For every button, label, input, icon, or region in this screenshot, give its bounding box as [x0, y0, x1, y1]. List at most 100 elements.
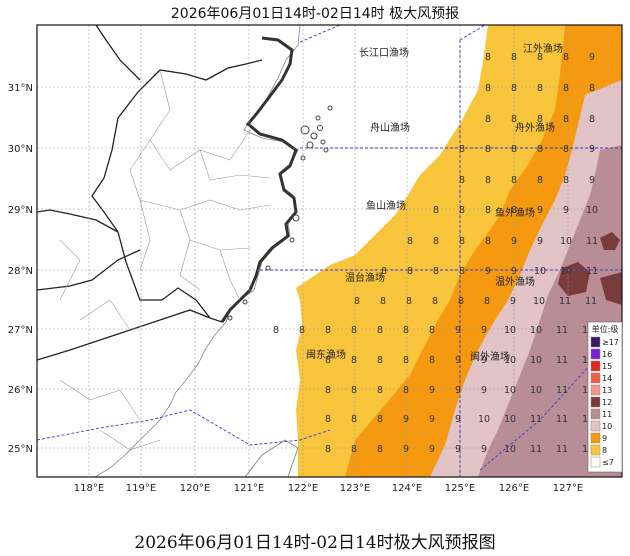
wind-value: 8 [459, 266, 465, 277]
zhoushan-islands [227, 105, 333, 321]
longitude-label: 120°E [180, 483, 210, 494]
wind-band-12-b [558, 262, 590, 296]
wind-value: 8 [563, 144, 569, 155]
wind-value: 8 [380, 296, 386, 307]
legend-swatch [590, 384, 601, 396]
legend-swatch [590, 456, 601, 468]
wind-value: 8 [485, 52, 491, 63]
fishing-ground-label: 闽东渔场 [306, 348, 346, 361]
wind-value: 8 [381, 266, 387, 277]
wind-value: 8 [299, 325, 305, 336]
wind-value: 9 [589, 175, 595, 186]
wind-value: 9 [481, 325, 487, 336]
wind-value: 8 [429, 325, 435, 336]
longitude-label: 122°E [288, 483, 318, 494]
wind-value: 9 [455, 325, 461, 336]
legend-swatch [590, 360, 601, 372]
latitude-label: 29°N [8, 205, 33, 216]
wind-value: 11 [556, 385, 568, 396]
wind-value: 8 [433, 236, 439, 247]
wind-value: 8 [511, 175, 517, 186]
latitude-labels: 31°N 30°N 29°N 28°N 27°N 26°N 25°N [8, 83, 33, 455]
wind-value: 11 [585, 296, 597, 307]
wind-value: 8 [563, 52, 569, 63]
wind-value: 8 [407, 266, 413, 277]
wind-value: 9 [481, 385, 487, 396]
wind-value: 8 [325, 355, 331, 366]
fishing-ground-label: 温外渔场 [495, 275, 535, 288]
wind-value: 8 [325, 444, 331, 455]
wind-value: 11 [559, 296, 571, 307]
wind-value: 8 [485, 236, 491, 247]
wind-value: 8 [485, 175, 491, 186]
wind-value: 11 [586, 266, 598, 277]
wind-value: 9 [429, 414, 435, 425]
wind-value: 10 [560, 236, 572, 247]
wind-value: 9 [511, 266, 517, 277]
wind-value: 8 [351, 325, 357, 336]
wind-value: 10 [533, 296, 545, 307]
wind-value: 11 [556, 414, 568, 425]
wind-value: 8 [351, 355, 357, 366]
wind-value: 8 [563, 83, 569, 94]
zhejiang-boundary [220, 36, 298, 323]
wind-value: 11 [530, 444, 542, 455]
legend-label: 15 [602, 362, 612, 371]
legend-label: 12 [602, 398, 612, 407]
wind-value: 8 [537, 144, 543, 155]
longitude-label: 125°E [445, 483, 475, 494]
legend-label: 11 [602, 410, 612, 419]
legend-label: 8 [602, 446, 607, 455]
wind-value: 8 [377, 414, 383, 425]
longitude-label: 121°E [234, 483, 264, 494]
wind-value: 8 [484, 296, 490, 307]
wind-value: 8 [459, 236, 465, 247]
wind-value: 8 [537, 52, 543, 63]
wind-legend: 单位:级 ≥17 16 15 14 13 12 11 10 9 8 ≤7 [587, 321, 623, 473]
legend-label: 10 [602, 422, 612, 431]
legend-swatch [590, 420, 601, 432]
wind-value: 8 [511, 52, 517, 63]
wind-value: 9 [537, 205, 543, 216]
wind-value: 8 [377, 325, 383, 336]
wind-value: 9 [455, 414, 461, 425]
longitude-labels: 118°E 119°E 120°E 121°E 122°E 123°E 124°E 125°E… [74, 483, 583, 494]
wind-value: 11 [556, 325, 568, 336]
wind-value: 9 [429, 385, 435, 396]
legend-label: 14 [602, 374, 612, 383]
wind-value: 9 [455, 355, 461, 366]
map-frame [36, 24, 623, 478]
wind-value: 8 [351, 385, 357, 396]
wind-value: 8 [511, 114, 517, 125]
wind-value: 9 [589, 52, 595, 63]
wind-value: 8 [589, 83, 595, 94]
fishing-ground-label: 温台渔场 [345, 271, 385, 284]
province-lines [37, 25, 263, 361]
wind-value: 8 [485, 205, 491, 216]
legend-label: 9 [602, 434, 607, 443]
wind-value: 8 [563, 175, 569, 186]
wind-band-12-a [600, 232, 620, 250]
wind-value: 8 [403, 325, 409, 336]
latitude-label: 26°N [8, 385, 33, 396]
fishing-ground-label: 舟山渔场 [370, 121, 410, 134]
wind-value: 8 [273, 325, 279, 336]
wind-value: 8 [485, 83, 491, 94]
wind-value: 8 [537, 83, 543, 94]
wind-value: 8 [485, 144, 491, 155]
wind-value: 11 [556, 444, 568, 455]
wind-band-12-c [600, 272, 622, 305]
fishing-ground-label: 闽外渔场 [470, 350, 510, 363]
wind-value: 8 [406, 296, 412, 307]
longitude-label: 118°E [74, 483, 104, 494]
wind-value: 9 [455, 444, 461, 455]
wind-value: 9 [563, 205, 569, 216]
wind-value: 8 [325, 385, 331, 396]
wind-value: 10 [504, 325, 516, 336]
legend-swatch [590, 444, 601, 456]
wind-value: 8 [377, 385, 383, 396]
fishing-ground-label: 鱼山渔场 [366, 199, 406, 212]
